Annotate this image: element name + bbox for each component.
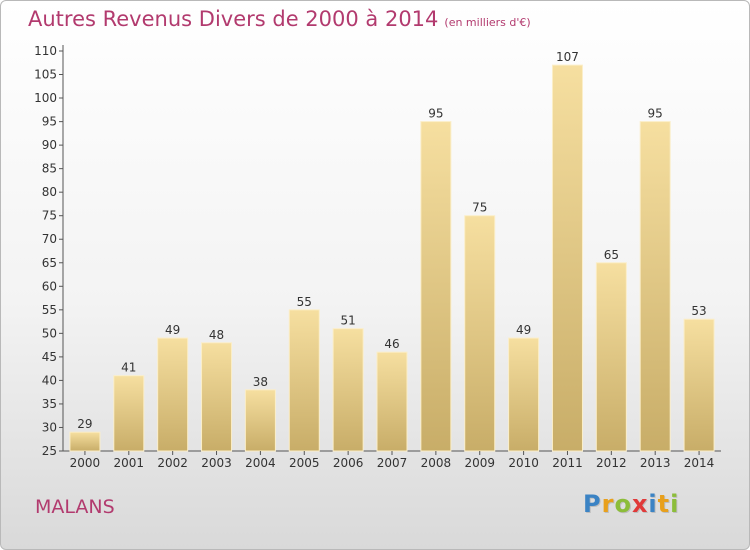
data-label-2012: 65 [604,248,619,262]
y-tick-label: 50 [42,326,57,340]
data-label-2011: 107 [556,50,579,64]
y-tick-label: 90 [42,138,57,152]
logo-letter: o [614,490,632,518]
data-label-2006: 51 [340,314,355,328]
y-tick-label: 80 [42,185,57,199]
data-labels: 29 41 49 48 38 55 51 46 95 75 49 107 65 95 53 [77,50,706,431]
y-tick-label: 60 [42,279,57,293]
bar-2008 [420,121,452,452]
y-tick-label: 55 [42,303,57,317]
data-label-2008: 95 [428,107,443,121]
bar-2004 [244,389,276,452]
y-tick-label: 100 [34,91,57,105]
bar-2000 [69,431,101,452]
y-tick-label: 45 [42,350,57,364]
chart-unit: (en milliers d'€) [444,16,531,29]
x-tick-label-2007: 2007 [377,456,408,470]
chart-title: Autres Revenus Divers de 2000 à 2014 (en … [28,7,531,31]
data-label-2009: 75 [472,201,487,215]
x-tick-label-2006: 2006 [333,456,364,470]
y-tick-label: 95 [42,115,57,129]
bar-2014 [683,318,715,452]
x-tick-label-2009: 2009 [464,456,495,470]
bar-2009 [464,215,496,452]
x-axis: 2000 2001 2002 2003 2004 2005 2006 2007 2008 2009… [70,451,715,470]
bar-2001 [113,375,145,452]
bar-2003 [201,342,233,452]
y-tick-label: 40 [42,373,57,387]
logo-letter: i [670,490,680,518]
y-axis: 25 30 35 40 45 50 55 60 65 70 75 80 85 90 95 100 105 110 [34,44,63,458]
x-tick-label-2013: 2013 [640,456,671,470]
data-label-2014: 53 [691,304,706,318]
bar-2010 [508,337,540,452]
y-tick-label: 35 [42,397,57,411]
y-tick-label: 75 [42,209,57,223]
logo-letter: x [631,490,649,518]
y-tick-label: 70 [42,232,57,246]
bar-2005 [288,309,320,452]
x-tick-label-2004: 2004 [245,456,276,470]
bars [69,64,715,452]
x-tick-label-2000: 2000 [70,456,101,470]
proxiti-logo: Proxiti [583,490,679,518]
chart-title-text: Autres Revenus Divers de 2000 à 2014 [28,7,439,31]
logo-letter: r [601,490,615,518]
data-label-2005: 55 [297,295,312,309]
data-label-2013: 95 [648,107,663,121]
data-label-2010: 49 [516,323,531,337]
bar-2013 [639,121,671,452]
bar-2007 [376,351,408,452]
y-tick-label: 110 [34,44,57,58]
x-tick-label-2014: 2014 [684,456,715,470]
data-label-2007: 46 [384,337,399,351]
y-tick-label: 30 [42,420,57,434]
y-tick-label: 105 [34,68,57,82]
bar-2011 [551,64,583,452]
x-tick-label-2005: 2005 [289,456,320,470]
x-tick-label-2003: 2003 [201,456,232,470]
bar-2006 [332,328,364,452]
y-tick-label: 25 [42,444,57,458]
y-tick-label: 85 [42,162,57,176]
data-label-2000: 29 [77,417,92,431]
bar-2002 [157,337,189,452]
commune-name: MALANS [35,496,115,518]
bar-2012 [595,262,627,452]
x-tick-label-2010: 2010 [508,456,539,470]
logo-letter: i [648,490,658,518]
x-tick-label-2012: 2012 [596,456,627,470]
x-tick-label-2008: 2008 [421,456,452,470]
x-tick-label-2001: 2001 [114,456,145,470]
x-tick-label-2011: 2011 [552,456,583,470]
y-tick-label: 65 [42,256,57,270]
logo-letter: P [583,490,602,518]
data-label-2001: 41 [121,361,136,375]
data-label-2004: 38 [253,375,268,389]
data-label-2002: 49 [165,323,180,337]
data-label-2003: 48 [209,328,224,342]
x-tick-label-2002: 2002 [157,456,188,470]
logo-letter: t [657,490,671,518]
